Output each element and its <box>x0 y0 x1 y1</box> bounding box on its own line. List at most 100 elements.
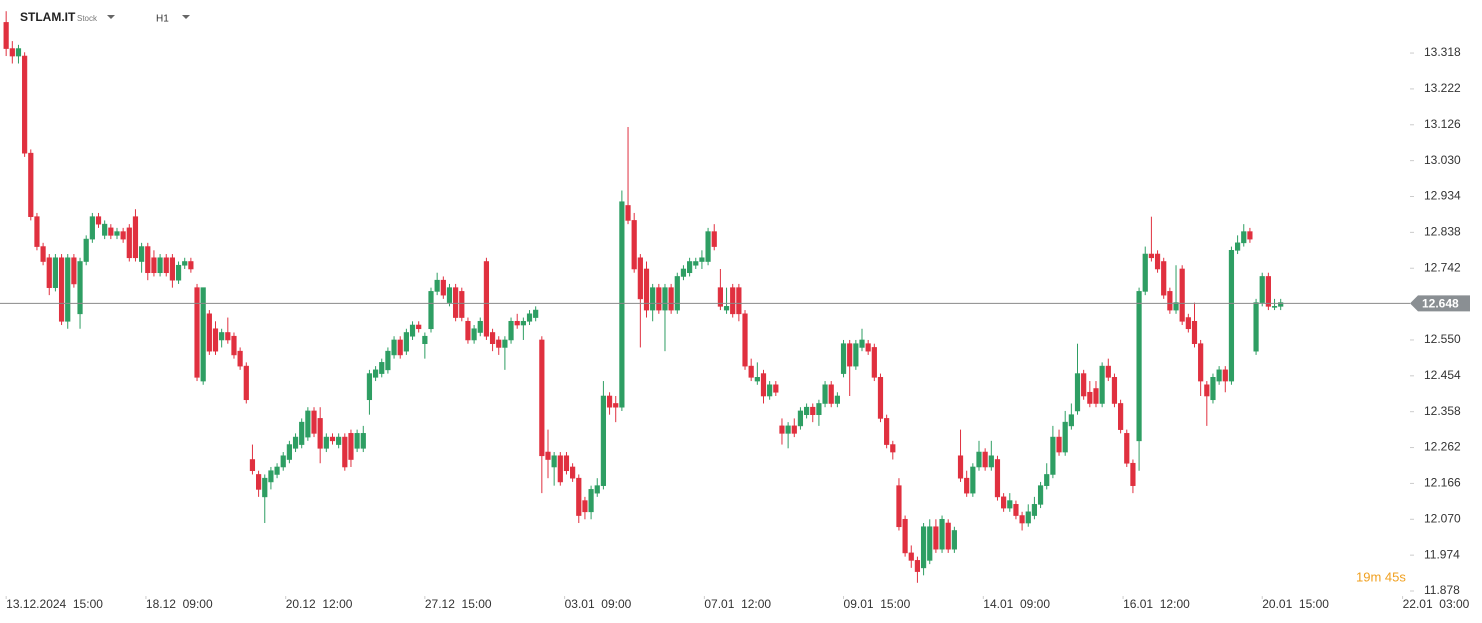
y-tick-label: 13.318 <box>1424 45 1461 59</box>
candle-body <box>1253 302 1259 352</box>
candle-body <box>83 238 89 262</box>
candle-body <box>323 436 329 449</box>
timeframe[interactable]: H1 <box>156 14 169 25</box>
candle-body <box>120 231 126 240</box>
candle-body <box>754 377 760 382</box>
x-tick-label: 27.12 15:00 <box>425 597 492 611</box>
candle-body <box>884 418 890 445</box>
y-tick-label: 12.550 <box>1424 332 1461 346</box>
candle-body <box>342 436 348 468</box>
candle-body <box>280 455 286 468</box>
candle-body <box>1001 496 1007 509</box>
candle-body <box>1278 302 1284 307</box>
candle-body <box>853 343 859 367</box>
x-tick-label: 03.01 09:00 <box>565 597 632 611</box>
candle-body <box>803 406 810 415</box>
candle-body <box>489 332 496 344</box>
y-tick-label: 12.262 <box>1424 440 1461 454</box>
candle-body <box>933 526 939 550</box>
candle-body <box>711 231 717 247</box>
candle-body <box>262 477 268 498</box>
x-tick-label: 13.12.2024 15:00 <box>6 597 103 611</box>
candle-body <box>249 459 256 472</box>
candle-body <box>951 530 957 550</box>
candle-body <box>1161 261 1167 296</box>
candle-body <box>939 518 945 550</box>
candle-body <box>256 474 262 490</box>
last-price-label: 12.648 <box>1422 297 1459 311</box>
candle-body <box>988 455 994 468</box>
candle-body <box>403 332 409 352</box>
candle-body <box>1216 369 1222 382</box>
candle-body <box>89 216 95 240</box>
y-tick-label: 13.222 <box>1424 81 1461 95</box>
candle-body <box>366 373 373 401</box>
symbol[interactable]: STLAM.IT <box>20 10 76 24</box>
candle-body <box>748 365 754 378</box>
x-tick-label: 16.01 12:00 <box>1123 597 1190 611</box>
timeframe-dropdown[interactable] <box>182 15 190 19</box>
candle-body <box>243 365 249 401</box>
candle-body <box>514 320 520 326</box>
candle-body <box>643 268 650 311</box>
candle-body <box>1142 253 1148 292</box>
candle-body <box>945 522 951 550</box>
candle-body <box>305 410 311 438</box>
candle-body <box>773 384 779 393</box>
candle-body <box>594 485 600 494</box>
candle-body <box>957 455 964 479</box>
symbol-dropdown[interactable] <box>107 15 115 19</box>
candle-body <box>840 343 847 374</box>
candle-body <box>920 526 927 569</box>
candle-body <box>1105 365 1111 378</box>
candle-body <box>970 466 976 494</box>
candle-body <box>1118 403 1124 430</box>
candle-body <box>637 257 643 300</box>
candle-body <box>964 477 970 494</box>
candle-body <box>994 459 1001 498</box>
candle-body <box>545 451 551 460</box>
candle-body <box>1167 291 1173 311</box>
candle-body <box>600 395 607 486</box>
candle-body <box>539 339 545 457</box>
candle-body <box>391 339 397 356</box>
candle-body <box>397 339 403 356</box>
candle-body <box>1228 250 1235 382</box>
candle-body <box>736 287 742 315</box>
y-tick-label: 12.166 <box>1424 476 1461 490</box>
candle-body <box>317 418 323 449</box>
candle-body <box>477 320 483 333</box>
candle-body <box>656 287 662 311</box>
instrument-type: Stock <box>77 14 98 23</box>
candle-body <box>40 246 46 262</box>
candle-body <box>625 205 631 221</box>
candle-body <box>1222 369 1228 382</box>
candle-body <box>816 403 822 415</box>
candle-body <box>1198 343 1204 382</box>
candle-body <box>723 306 730 311</box>
candle-body <box>1093 388 1099 404</box>
candle-body <box>1031 504 1038 516</box>
x-tick-label: 18.12 09:00 <box>146 597 213 611</box>
candle-body <box>650 287 656 311</box>
candle-body <box>557 455 563 483</box>
candle-body <box>157 257 163 274</box>
candle-body <box>151 257 157 274</box>
candle-body <box>1074 373 1081 412</box>
candle-body <box>354 433 360 449</box>
candle-body <box>687 261 693 274</box>
candle-body <box>348 433 354 460</box>
candle-body <box>1247 231 1253 240</box>
candle-body <box>1148 253 1154 259</box>
x-tick-label: 07.01 12:00 <box>704 597 771 611</box>
candle-body <box>742 313 748 367</box>
candle-body <box>1173 302 1179 311</box>
candle-body <box>1124 433 1130 464</box>
y-tick-label: 11.974 <box>1424 547 1460 561</box>
candle-body <box>693 261 699 266</box>
candle-body <box>865 343 871 352</box>
candle-body <box>336 436 342 445</box>
candle-body <box>372 369 379 378</box>
candle-body <box>631 220 637 270</box>
y-tick-label: 12.358 <box>1424 404 1461 418</box>
